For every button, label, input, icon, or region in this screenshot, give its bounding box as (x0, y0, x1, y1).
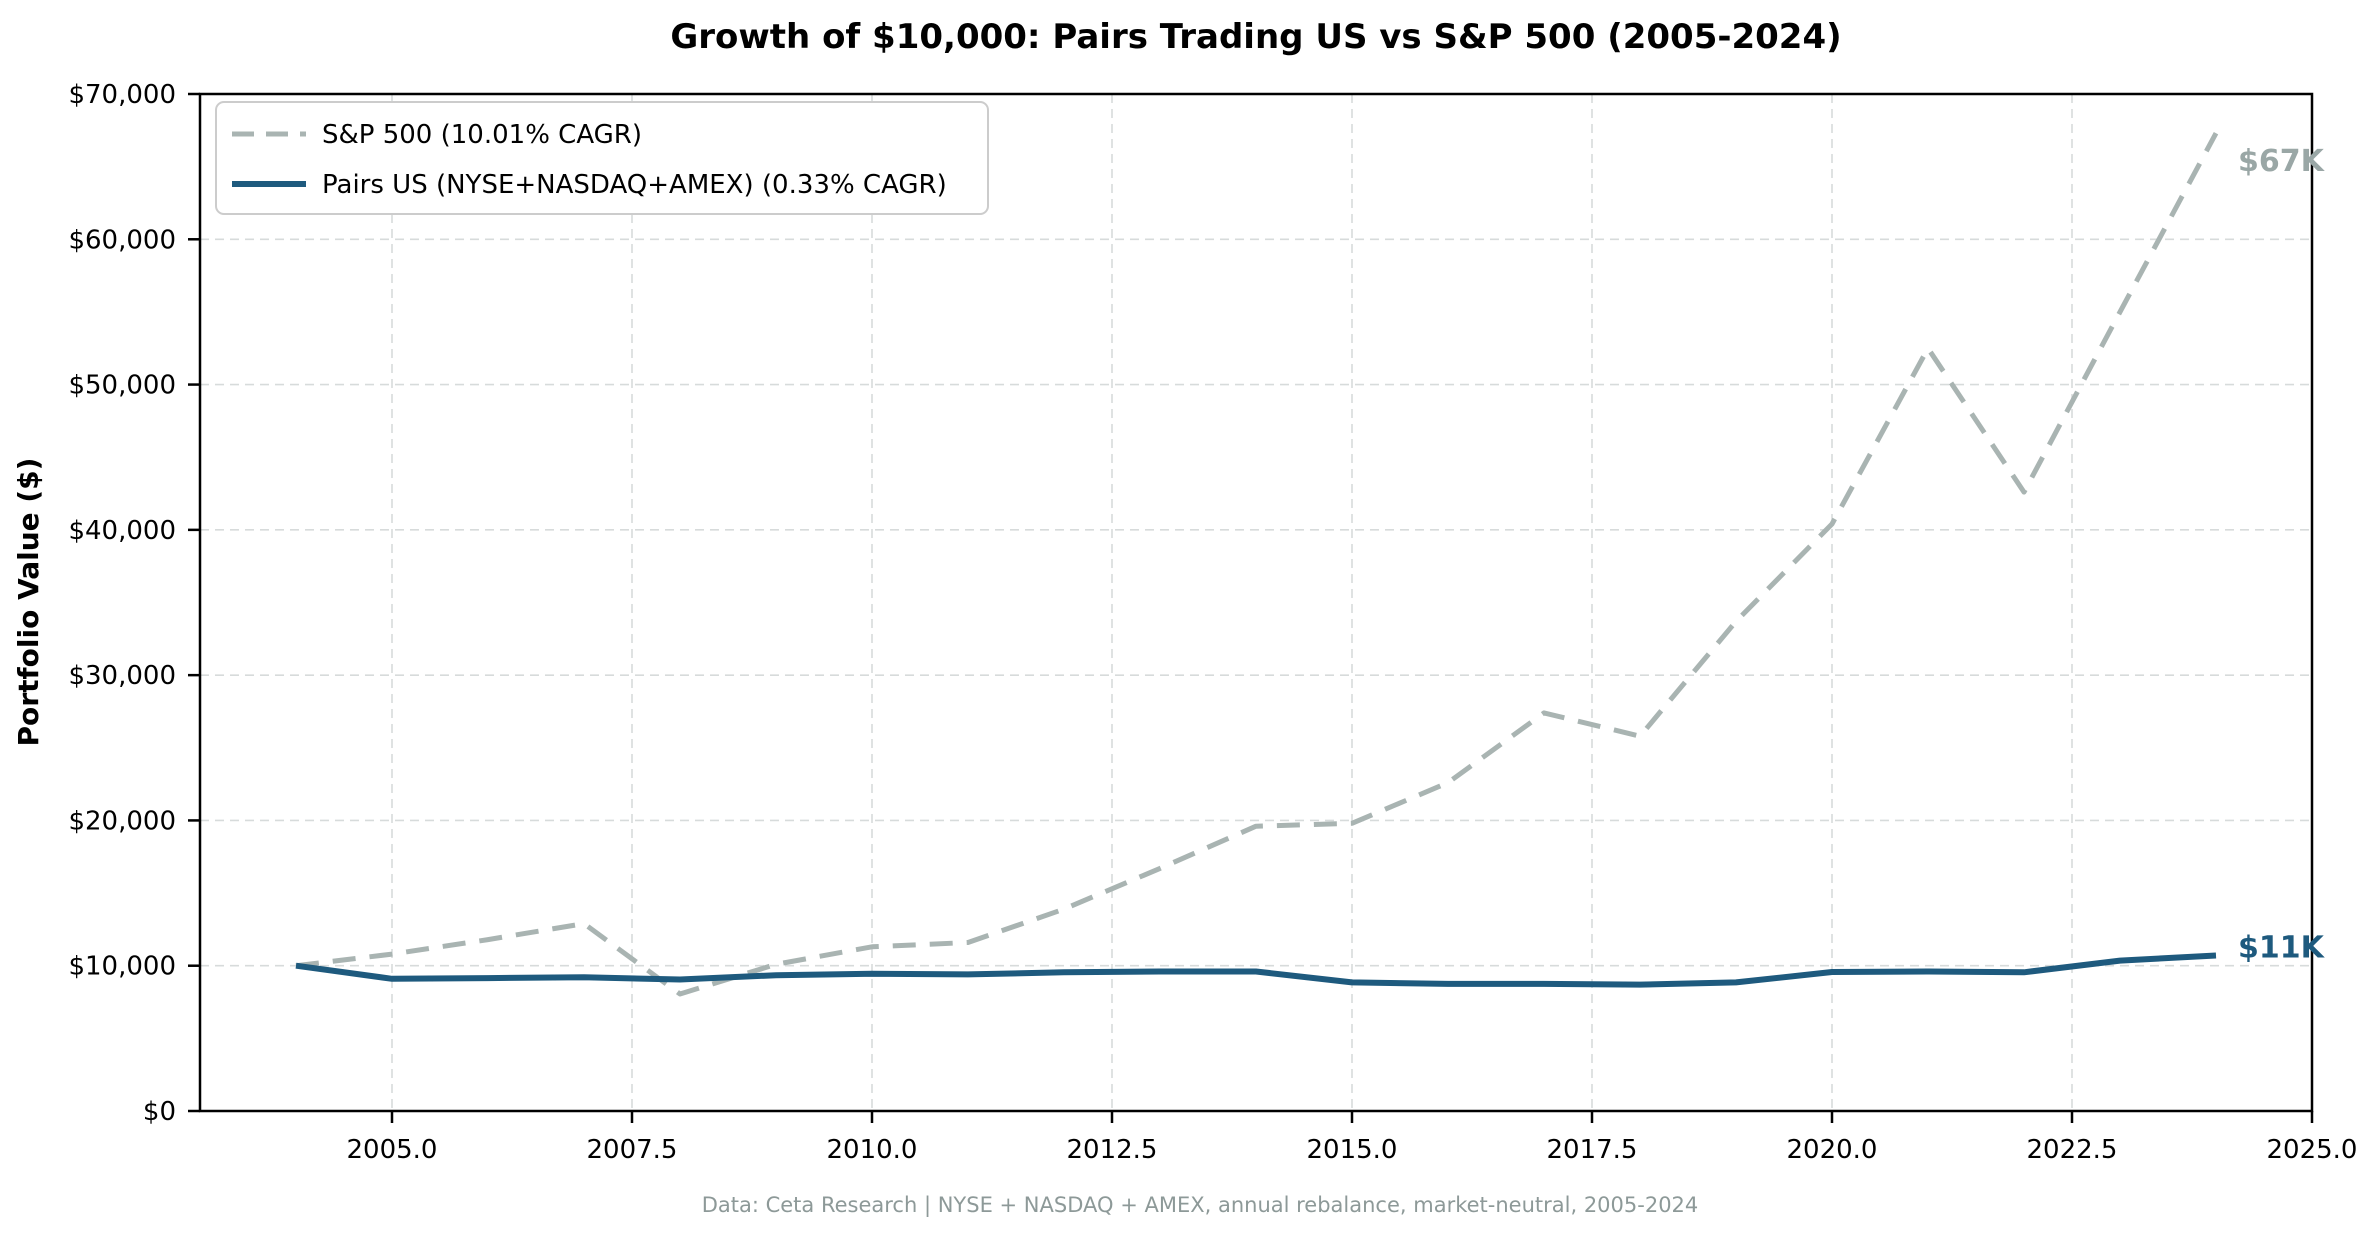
x-tick-label: 2015.0 (1307, 1135, 1398, 1165)
plot-border (198, 92, 2314, 1113)
y-tick-label: $40,000 (68, 516, 176, 546)
annotation-final-value-pairs: $11K (2238, 931, 2326, 966)
x-tick-label: 2005.0 (347, 1135, 438, 1165)
y-tick-label: $60,000 (68, 225, 176, 255)
y-axis-label: Portfolio Value ($) (12, 458, 45, 747)
legend-item-pairs: Pairs US (NYSE+NASDAQ+AMEX) (0.33% CAGR) (232, 170, 947, 200)
x-tick-label: 2020.0 (1787, 1135, 1878, 1165)
x-tick-label: 2007.5 (587, 1135, 678, 1165)
series-line-pairs (295, 952, 2217, 988)
legend-label-pairs: Pairs US (NYSE+NASDAQ+AMEX) (0.33% CAGR) (322, 170, 947, 200)
y-tick-label: $0 (143, 1097, 176, 1127)
x-tick-label: 2017.5 (1547, 1135, 1638, 1165)
series-lines (295, 132, 2219, 997)
chart-title: Growth of $10,000: Pairs Trading US vs S… (670, 17, 1841, 57)
x-tick-label: 2022.5 (2027, 1135, 2118, 1165)
legend-box (215, 101, 989, 215)
x-tick-label: 2025.0 (2267, 1135, 2358, 1165)
legend-item-sp500: S&P 500 (10.01% CAGR) (232, 120, 642, 150)
y-tick-label: $70,000 (68, 80, 176, 110)
series-line-sp500 (295, 132, 2219, 997)
x-axis-tick-labels: 2005.0 2007.5 2010.0 2012.5 2015.0 2017.5 2020… (347, 1135, 2358, 1165)
y-tick-label: $10,000 (68, 952, 176, 982)
footer-caption: Data: Ceta Research | NYSE + NASDAQ + AM… (702, 1193, 1699, 1218)
annotation-final-value-sp500: $67K (2238, 144, 2326, 179)
x-tick-label: 2012.5 (1067, 1135, 1158, 1165)
x-tick-label: 2010.0 (827, 1135, 918, 1165)
y-tick-label: $20,000 (68, 806, 176, 836)
y-tick-label: $30,000 (68, 661, 176, 691)
axis-ticks (188, 92, 2314, 1123)
y-axis-tick-labels: $0 $10,000 $20,000 $30,000 $40,000 $50,000 $60… (68, 80, 176, 1127)
legend-label-sp500: S&P 500 (10.01% CAGR) (322, 120, 642, 150)
y-tick-label: $50,000 (68, 371, 176, 401)
legend: S&P 500 (10.01% CAGR) Pairs US (NYSE+NAS… (215, 101, 989, 215)
